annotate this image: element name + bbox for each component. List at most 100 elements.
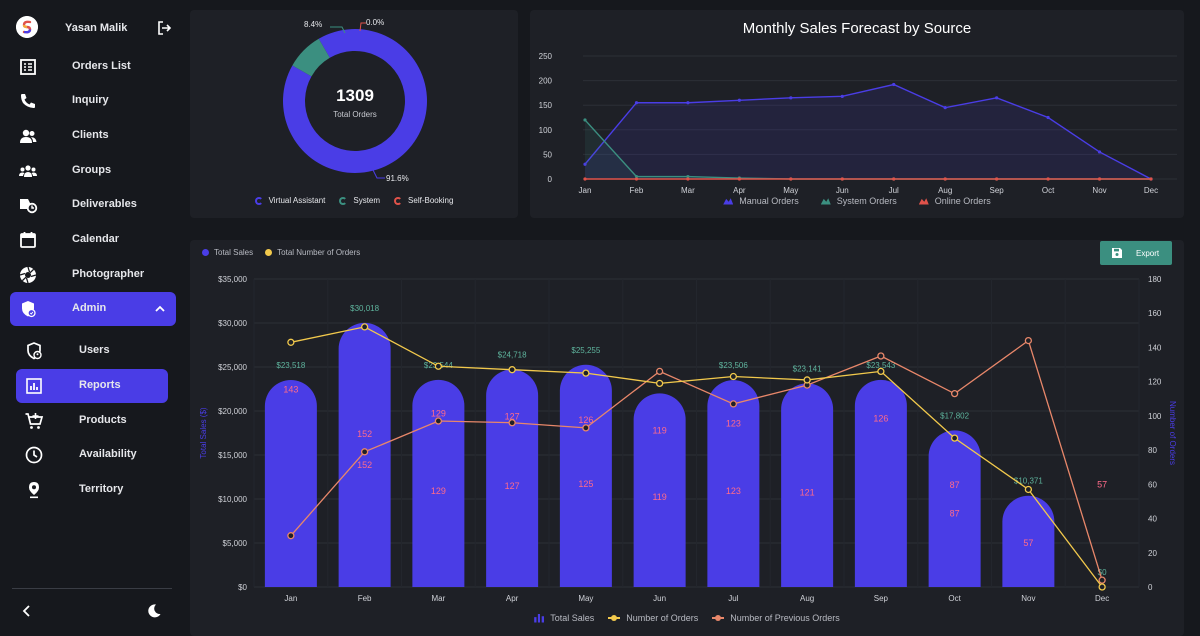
legend-total-sales[interactable]: Total Sales bbox=[202, 248, 253, 257]
point-number-of-previous-orders bbox=[434, 417, 443, 425]
area-x-tick: Sep bbox=[990, 186, 1005, 195]
area-point bbox=[686, 174, 690, 179]
orders-bar-label-upper: 119 bbox=[652, 425, 666, 435]
sidebar-subitem-territory[interactable]: Territory bbox=[16, 473, 168, 507]
point-number-of-orders bbox=[655, 379, 664, 388]
sidebar-subitem-availability[interactable]: Availability bbox=[16, 438, 168, 472]
area-series-icon bbox=[820, 198, 831, 205]
area-point bbox=[840, 177, 844, 181]
orders-bar-label-lower: 57 bbox=[1023, 538, 1033, 548]
point-number-of-previous-orders bbox=[1024, 336, 1033, 345]
point-number-of-previous-orders bbox=[287, 532, 295, 540]
sales-data-label: $23,141 bbox=[793, 364, 822, 373]
legend-label: Total Number of Orders bbox=[277, 248, 361, 257]
legend-system[interactable]: System bbox=[339, 196, 380, 205]
area-point bbox=[1046, 177, 1050, 181]
area-point bbox=[1149, 177, 1153, 181]
orders-bar-label-lower: 123 bbox=[726, 486, 741, 496]
orders-donut-card: 1309 Total Orders 8.4% 0.0% 91.6% Virtua… bbox=[190, 10, 518, 218]
save-icon bbox=[1112, 248, 1122, 258]
area-x-tick: Jul bbox=[889, 186, 899, 195]
legend-bottom-previous-orders[interactable]: Number of Previous Orders bbox=[712, 613, 840, 623]
sidebar-item-clients[interactable]: Clients bbox=[10, 119, 176, 153]
sidebar-item-calendar[interactable]: Calendar bbox=[10, 223, 176, 257]
legend-online-orders[interactable]: Online Orders bbox=[918, 196, 991, 206]
area-point bbox=[943, 106, 947, 110]
legend-system-orders[interactable]: System Orders bbox=[820, 196, 897, 206]
sidebar-subitem-products[interactable]: Products bbox=[16, 404, 168, 438]
sidebar-subitem-reports[interactable]: Reports bbox=[16, 369, 168, 403]
point-number-of-orders bbox=[508, 366, 516, 374]
legend-bottom-number-of-orders[interactable]: Number of Orders bbox=[608, 613, 698, 623]
area-point bbox=[1097, 150, 1102, 154]
line-number-of-orders bbox=[290, 326, 1103, 588]
area-y-tick: 200 bbox=[539, 77, 553, 86]
collapse-sidebar-icon[interactable] bbox=[20, 604, 34, 618]
sidebar-item-label: Calendar bbox=[72, 233, 120, 245]
area-point bbox=[789, 96, 793, 100]
area-point bbox=[583, 162, 587, 166]
legend-self-booking[interactable]: Self-Booking bbox=[394, 196, 453, 205]
legend-label: System Orders bbox=[836, 196, 897, 206]
sidebar-item-label: Inquiry bbox=[72, 94, 109, 106]
sidebar-item-label: Reports bbox=[79, 379, 121, 391]
dark-mode-toggle-icon[interactable] bbox=[146, 603, 162, 619]
point-number-of-previous-orders bbox=[655, 367, 664, 376]
area-point bbox=[686, 101, 690, 105]
sidebar-item-admin[interactable]: Admin bbox=[10, 292, 176, 326]
chevron-up-icon bbox=[155, 305, 165, 312]
area-point bbox=[1097, 177, 1102, 181]
app-logo-icon bbox=[16, 16, 38, 38]
area-point bbox=[840, 94, 844, 98]
logout-icon[interactable] bbox=[156, 20, 172, 36]
export-button[interactable]: Export bbox=[1100, 241, 1172, 265]
sales-data-label: $23,506 bbox=[719, 361, 748, 370]
sales-bar-mar bbox=[412, 379, 465, 587]
bar-x-tick: Aug bbox=[800, 594, 814, 603]
area-point bbox=[892, 82, 896, 87]
sidebar-header: Yasan Malik bbox=[0, 0, 184, 56]
legend-label: Manual Orders bbox=[739, 196, 799, 206]
user-name: Yasan Malik bbox=[65, 22, 128, 34]
sidebar-item-label: Availability bbox=[79, 448, 137, 460]
sidebar-item-photographer[interactable]: Photographer bbox=[10, 258, 176, 292]
area-fill-manual-orders bbox=[585, 84, 1151, 179]
sidebar-subitem-users[interactable]: Users bbox=[16, 334, 168, 368]
bar-y-right-tick: 80 bbox=[1148, 446, 1157, 455]
area-line-manual-orders bbox=[584, 83, 1152, 180]
point-number-of-previous-orders bbox=[877, 352, 885, 360]
bar-y-right-tick: 0 bbox=[1148, 583, 1153, 592]
orders-bar-label-upper: 126 bbox=[578, 415, 593, 425]
bar-y-left-tick: $10,000 bbox=[218, 495, 247, 504]
sales-forecast-card: Monthly Sales Forecast by Source 0 50 100 1… bbox=[530, 10, 1184, 218]
orders-donut-chart bbox=[282, 22, 427, 179]
area-x-tick: May bbox=[783, 186, 798, 195]
legend-bottom-total-sales[interactable]: Total Sales bbox=[534, 613, 594, 623]
sidebar-item-inquiry[interactable]: Inquiry bbox=[10, 84, 176, 118]
legend-label: System bbox=[353, 196, 381, 205]
orders-bar-label-upper: 127 bbox=[505, 412, 520, 422]
sidebar-item-deliverables[interactable]: Deliverables bbox=[10, 188, 176, 222]
callout-line-system bbox=[330, 26, 346, 34]
area-point bbox=[789, 177, 793, 181]
users-icon bbox=[20, 129, 37, 143]
aperture-icon bbox=[19, 266, 37, 284]
pin-icon bbox=[29, 482, 39, 499]
ring-icon bbox=[339, 196, 348, 205]
point-number-of-orders bbox=[803, 376, 811, 384]
legend-manual-orders[interactable]: Manual Orders bbox=[723, 196, 799, 206]
area-point bbox=[583, 177, 587, 181]
legend-virtual-assistant[interactable]: Virtual Assistant bbox=[254, 196, 325, 205]
sidebar-item-label: Products bbox=[79, 414, 127, 426]
sidebar-item-orders-list[interactable]: Orders List bbox=[10, 50, 176, 84]
sales-data-label: $24,718 bbox=[498, 350, 527, 359]
sidebar-item-groups[interactable]: Groups bbox=[10, 154, 176, 188]
orders-bar-label-lower: 125 bbox=[578, 479, 593, 489]
bar-y-left-tick: $5,000 bbox=[223, 539, 248, 548]
bar-x-tick: Apr bbox=[506, 594, 519, 603]
area-point bbox=[634, 174, 639, 179]
dot-icon bbox=[265, 249, 273, 256]
legend-total-orders[interactable]: Total Number of Orders bbox=[265, 248, 360, 257]
point-number-of-previous-orders bbox=[360, 448, 369, 456]
area-y-tick: 0 bbox=[548, 175, 553, 184]
